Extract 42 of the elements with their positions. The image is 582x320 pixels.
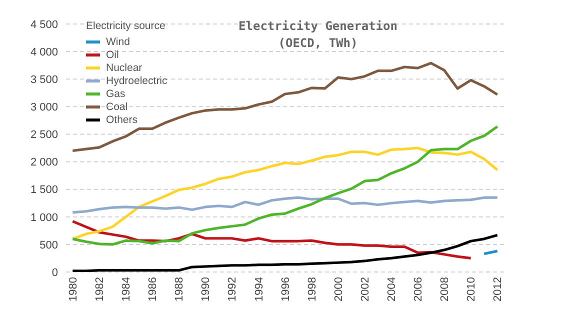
x-tick-label: 2006	[412, 277, 425, 302]
legend-label: Others	[106, 114, 138, 126]
x-tick-label: 1994	[253, 277, 266, 302]
x-tick-label: 1990	[200, 277, 212, 302]
x-tick-label: 1996	[280, 277, 292, 302]
legend-label: Coal	[106, 100, 128, 112]
legend-label: Gas	[106, 88, 126, 100]
chart-title: Electricity Generation	[238, 18, 398, 35]
legend-label: Wind	[106, 36, 130, 48]
y-tick-label: 1 000	[30, 212, 58, 224]
x-tick-label: 2010	[466, 277, 478, 302]
legend-title: Electricity source	[86, 20, 166, 32]
line-series	[71, 196, 499, 214]
x-tick-label: 2004	[386, 277, 398, 302]
legend-label: Oil	[106, 48, 119, 60]
y-tick-label: 4 000	[30, 46, 58, 58]
x-tick-label: 2000	[332, 277, 345, 302]
x-tick-label: 2002	[359, 277, 372, 302]
line-series	[71, 146, 499, 240]
legend-label: Nuclear	[106, 62, 142, 74]
text: (OECD, TWh)	[277, 35, 359, 52]
x-tick-label: 2008	[439, 277, 452, 302]
x-tick-label: 1984	[120, 277, 133, 302]
y-tick-label: 1 500	[30, 184, 58, 196]
y-tick-label: 500	[40, 239, 58, 252]
x-tick-label: 1980	[67, 277, 80, 302]
y-tick-label: 3 000	[30, 102, 58, 114]
x-tick-label: 1998	[306, 277, 318, 302]
line-series	[71, 125, 499, 246]
legend-label: Hydroelectric	[106, 74, 168, 86]
x-tick-label: 1988	[174, 277, 186, 302]
y-tick-label: 2 500	[30, 129, 58, 142]
y-tick-label: 2 000	[30, 156, 58, 169]
y-tick-label: 3 500	[30, 74, 58, 86]
y-tick-label: 4 500	[30, 18, 58, 31]
x-tick-label: 1982	[94, 277, 106, 302]
y-tick-label: 0	[52, 266, 58, 279]
line-series	[71, 234, 499, 272]
x-tick-label: 1992	[226, 277, 239, 302]
line-series	[71, 62, 499, 152]
x-tick-label: 1986	[147, 277, 160, 302]
x-tick-label: 2012	[492, 277, 504, 302]
